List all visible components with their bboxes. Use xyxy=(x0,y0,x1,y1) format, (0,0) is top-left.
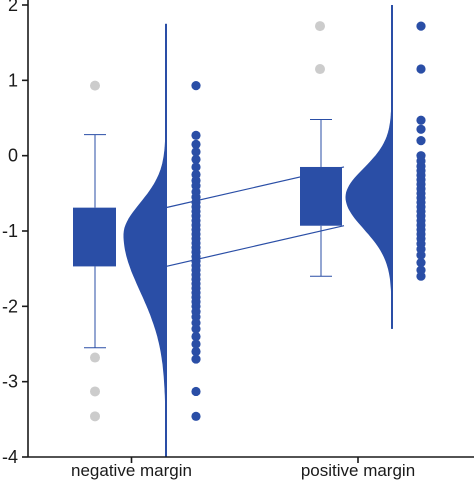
outlier-point xyxy=(90,352,100,363)
y-tick-label: -1 xyxy=(2,221,18,241)
data-point xyxy=(416,64,426,74)
outlier-point xyxy=(90,411,100,422)
outlier-point xyxy=(315,64,325,75)
outlier-point xyxy=(90,80,100,91)
box-2 xyxy=(300,166,342,226)
point-layer xyxy=(191,21,426,421)
density-curve-1 xyxy=(123,23,167,457)
data-point xyxy=(191,81,201,91)
y-tick-label: -3 xyxy=(2,372,18,392)
tick-label-layer: -4 -3 -2 -1 0 1 2 xyxy=(2,0,18,467)
data-point xyxy=(416,136,426,146)
data-point xyxy=(416,124,426,134)
data-point xyxy=(191,162,201,172)
category-label-layer: negative margin positive margin xyxy=(71,461,415,480)
data-point xyxy=(416,250,426,260)
data-point xyxy=(191,346,201,357)
data-point xyxy=(191,147,201,157)
box-layer xyxy=(73,21,342,422)
data-point xyxy=(191,139,201,149)
box-1 xyxy=(73,207,116,267)
x-category-label: negative margin xyxy=(71,461,192,480)
outlier-point xyxy=(90,386,100,397)
data-point xyxy=(191,331,201,342)
density-curve-2 xyxy=(345,5,393,329)
data-point xyxy=(191,324,201,334)
data-point xyxy=(191,154,201,165)
data-point xyxy=(416,258,426,268)
x-category-label: positive margin xyxy=(301,461,415,480)
axis-layer xyxy=(22,0,474,463)
y-tick-label: -2 xyxy=(2,296,18,316)
y-tick-label: 0 xyxy=(8,146,18,166)
data-point xyxy=(191,339,201,349)
density-layer xyxy=(123,5,393,457)
data-point xyxy=(191,354,201,364)
outlier-point xyxy=(315,21,325,32)
data-point xyxy=(191,411,201,421)
data-point xyxy=(416,115,426,125)
y-tick-label: -4 xyxy=(2,447,18,467)
data-point xyxy=(416,271,426,281)
data-point xyxy=(416,21,426,31)
y-tick-label: 1 xyxy=(8,70,18,90)
data-point xyxy=(191,386,201,397)
data-point xyxy=(191,130,201,140)
y-tick-label: 2 xyxy=(8,0,18,15)
